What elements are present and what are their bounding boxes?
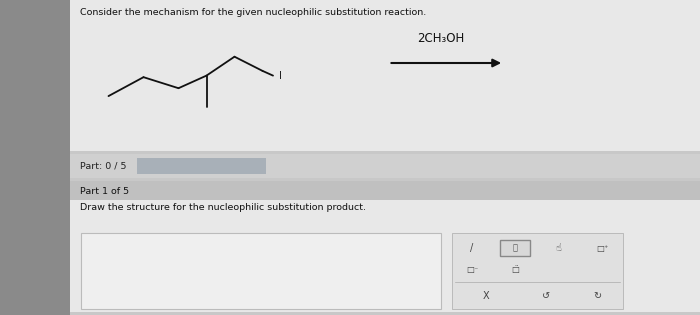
Bar (0, 0, 70, 315)
Text: Draw the structure for the nucleophilic substitution product.: Draw the structure for the nucleophilic … (80, 203, 367, 212)
Text: Part 1 of 5: Part 1 of 5 (80, 187, 130, 196)
Text: ☝: ☝ (555, 243, 561, 253)
Text: □⁺: □⁺ (596, 244, 608, 253)
Bar (136, 158, 266, 174)
Text: /: / (470, 243, 474, 253)
Text: ⧄: ⧄ (512, 244, 517, 253)
Bar (80, 233, 441, 309)
Text: X: X (482, 291, 489, 301)
Text: ↻: ↻ (593, 291, 601, 301)
Text: ↺: ↺ (542, 291, 550, 301)
Bar (70, 181, 700, 202)
Bar (70, 0, 700, 151)
Text: I: I (279, 71, 281, 81)
Text: □̈: □̈ (511, 265, 519, 274)
Bar (70, 154, 700, 178)
Text: Consider the mechanism for the given nucleophilic substitution reaction.: Consider the mechanism for the given nuc… (80, 8, 427, 17)
Text: Part: 0 / 5: Part: 0 / 5 (80, 162, 127, 171)
Bar (452, 233, 623, 309)
Bar (70, 200, 700, 312)
Text: □⁻: □⁻ (466, 265, 478, 274)
Bar (500, 240, 531, 256)
Text: 2CH₃OH: 2CH₃OH (417, 32, 465, 44)
